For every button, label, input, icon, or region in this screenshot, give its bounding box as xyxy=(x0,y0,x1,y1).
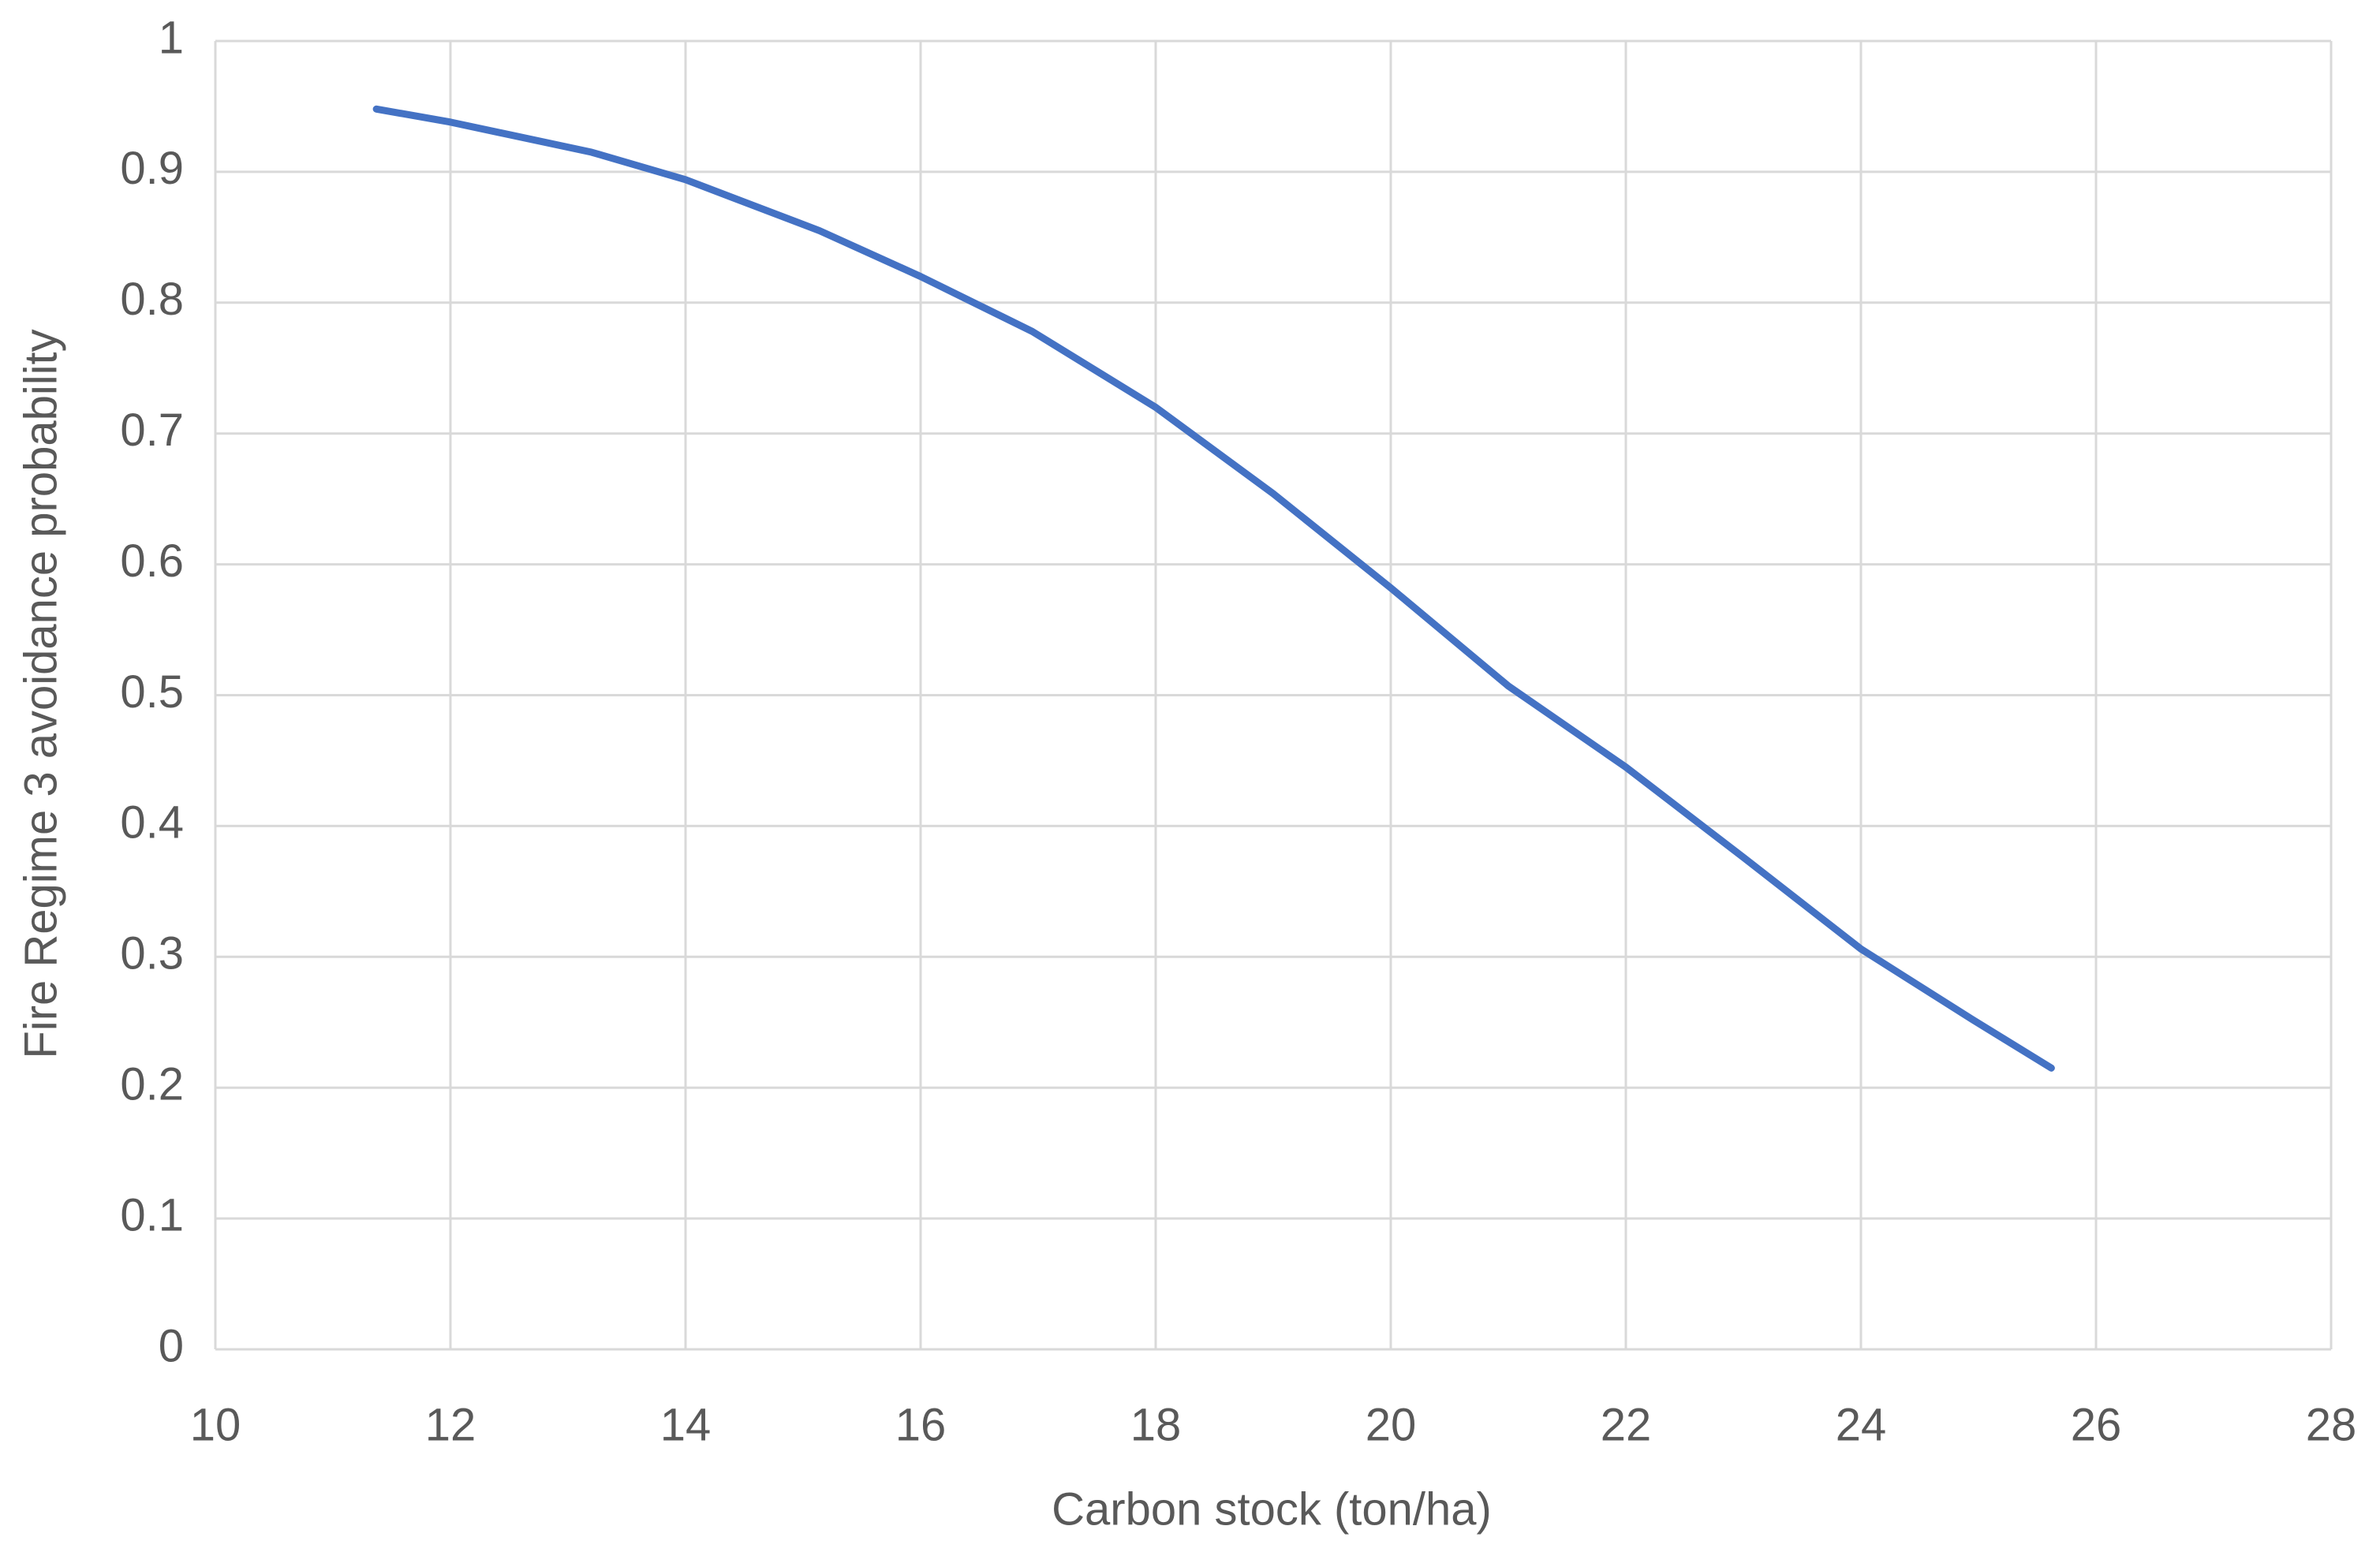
data-line xyxy=(372,105,2055,1072)
x-tick-label: 26 xyxy=(2071,1399,2122,1450)
x-tick-label: 28 xyxy=(2306,1399,2357,1450)
x-tick-label: 12 xyxy=(425,1399,476,1450)
x-tick-label: 16 xyxy=(895,1399,947,1450)
x-tick-label: 10 xyxy=(190,1399,241,1450)
y-axis-title: Fire Regime 3 avoidance probability xyxy=(15,329,66,1058)
y-tick-label: 0.4 xyxy=(120,797,184,849)
x-axis-title: Carbon stock (ton/ha) xyxy=(1052,1483,1492,1535)
y-tick-label: 0 xyxy=(159,1320,184,1371)
y-tick-label: 0.9 xyxy=(120,143,184,194)
y-tick-label: 1 xyxy=(159,12,184,63)
y-tick-label: 0.8 xyxy=(120,274,184,325)
y-tick-label: 0.2 xyxy=(120,1059,184,1110)
y-tick-label: 0.5 xyxy=(120,666,184,718)
y-tick-label: 0.3 xyxy=(120,928,184,979)
y-tick-label: 0.1 xyxy=(120,1189,184,1240)
y-tick-label: 0.7 xyxy=(120,405,184,456)
x-tick-label: 14 xyxy=(660,1399,712,1450)
x-tick-label: 22 xyxy=(1601,1399,1652,1450)
x-tick-label: 18 xyxy=(1130,1399,1182,1450)
y-tick-label: 0.6 xyxy=(120,535,184,587)
x-tick-label: 24 xyxy=(1836,1399,1887,1450)
x-tick-label: 20 xyxy=(1366,1399,1417,1450)
